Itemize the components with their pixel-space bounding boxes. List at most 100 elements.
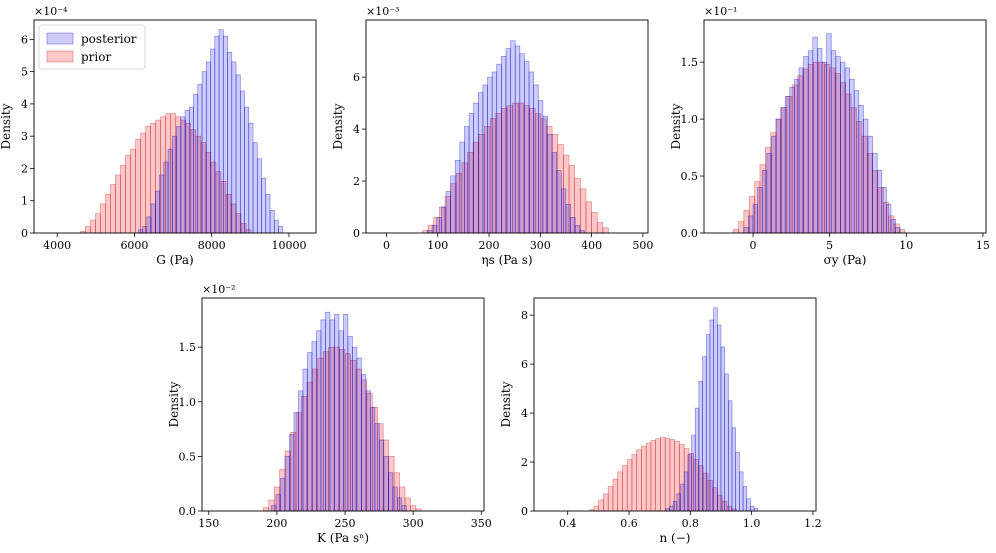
axes-frame [365, 19, 649, 234]
posterior-bar [702, 356, 707, 512]
y-tick-label: 0.0 [681, 227, 699, 240]
posterior-bar [278, 226, 284, 234]
prior-bar [617, 471, 623, 512]
posterior-bar [334, 314, 340, 512]
posterior-bar [844, 67, 850, 234]
x-tick-label: 250 [335, 517, 356, 530]
posterior-bar [821, 61, 827, 234]
prior-bar [641, 445, 647, 512]
posterior-bar [454, 159, 461, 234]
posterior-bar [361, 374, 367, 512]
posterior-bar [379, 439, 385, 512]
prior-bar [655, 438, 661, 512]
y-tick-label: 0.5 [179, 450, 197, 463]
posterior-bar [491, 71, 498, 234]
posterior-bar [876, 170, 883, 234]
posterior-bar [265, 193, 271, 234]
y-tick-label: 6 [353, 71, 360, 84]
prior-bar [626, 459, 633, 512]
prior-bar [100, 203, 106, 234]
x-tick-label: 150 [198, 517, 219, 530]
prior-bar [140, 132, 146, 234]
axes-frame [33, 19, 317, 234]
posterior-bar [450, 175, 456, 234]
posterior-bar [574, 224, 581, 234]
posterior-bar [477, 92, 484, 234]
posterior-bar [547, 133, 553, 234]
posterior-bar [748, 215, 754, 234]
posterior-bar [155, 190, 160, 234]
prior-bar [125, 155, 131, 234]
prior-bar [660, 437, 666, 512]
legend-prior-swatch [46, 50, 74, 63]
axes-frame [703, 19, 987, 234]
prior-bar [135, 139, 141, 234]
posterior-bar [269, 210, 275, 234]
prior-bar [650, 440, 656, 512]
y-tick-label: 8 [521, 309, 528, 322]
posterior-bar [510, 40, 516, 234]
y-tick-label: 2 [521, 456, 528, 469]
posterior-bar [761, 170, 768, 234]
prior-bar [105, 193, 111, 234]
y-tick-label: 1.0 [179, 396, 197, 409]
posterior-bar [487, 76, 493, 234]
prior-bar [110, 184, 116, 234]
prior-bar [85, 226, 91, 234]
x-tick-label: 10000 [271, 239, 306, 252]
posterior-bar [835, 56, 841, 234]
posterior-bar [244, 106, 250, 234]
subplot-n: 0.4 0.6 0.8 1.0 1.2 0 2 4 6 8 n (−) Density [499, 297, 822, 545]
posterior-bar [739, 471, 744, 512]
legend-posterior-label: posterior [81, 32, 137, 46]
posterior-bar [273, 219, 279, 234]
posterior-bar [197, 84, 203, 234]
axes-frame [201, 297, 485, 512]
posterior-bar [746, 498, 751, 512]
x-tick-label: 300 [403, 517, 424, 530]
posterior-bar [524, 61, 530, 234]
prior-bar [664, 437, 671, 512]
x-tick-label: 0 [383, 239, 390, 252]
posterior-bar [775, 118, 781, 234]
x-tick-label: 0.6 [620, 517, 638, 530]
x-tick-label: 4000 [43, 239, 71, 252]
posterior-bar [812, 36, 818, 234]
prior-bar [622, 465, 628, 512]
posterior-bar [205, 61, 211, 234]
posterior-bar [397, 497, 403, 512]
posterior-bar [551, 152, 558, 234]
posterior-bar [830, 50, 837, 234]
posterior-bar [431, 224, 438, 234]
prior-bar [262, 507, 270, 512]
prior-bar [585, 201, 592, 234]
posterior-bar [193, 93, 199, 234]
posterior-bar [528, 71, 534, 234]
prior-bar [130, 148, 136, 234]
posterior-bar [742, 486, 748, 512]
posterior-bar [728, 400, 733, 512]
posterior-bar [780, 107, 786, 234]
legend-box [38, 24, 146, 70]
y-tick-label: 0 [353, 227, 360, 240]
posterior-bar [669, 505, 674, 512]
posterior-bar [570, 217, 576, 234]
posterior-bar [561, 188, 567, 234]
posterior-bar [849, 78, 855, 234]
posterior-bar [436, 217, 442, 234]
posterior-bar [519, 53, 525, 234]
posterior-bar [383, 456, 389, 512]
prior-bar [645, 442, 652, 512]
posterior-bar [138, 229, 143, 234]
posterior-bar [311, 341, 317, 512]
posterior-bar [464, 126, 470, 234]
subplot-sigma-y: 0 5 10 15 0.0 0.5 1.0 1.5 σy (Pa) Density ×10⁻¹ [669, 5, 990, 267]
posterior-bar [239, 90, 245, 234]
y-tick-label: 4 [353, 123, 360, 136]
posterior-bar [347, 335, 353, 512]
x-tick-label: 1.0 [743, 517, 761, 530]
y-axis-label: Density [499, 381, 513, 427]
posterior-bar [280, 477, 286, 512]
posterior-bar [235, 74, 241, 234]
prior-bar [669, 439, 675, 512]
